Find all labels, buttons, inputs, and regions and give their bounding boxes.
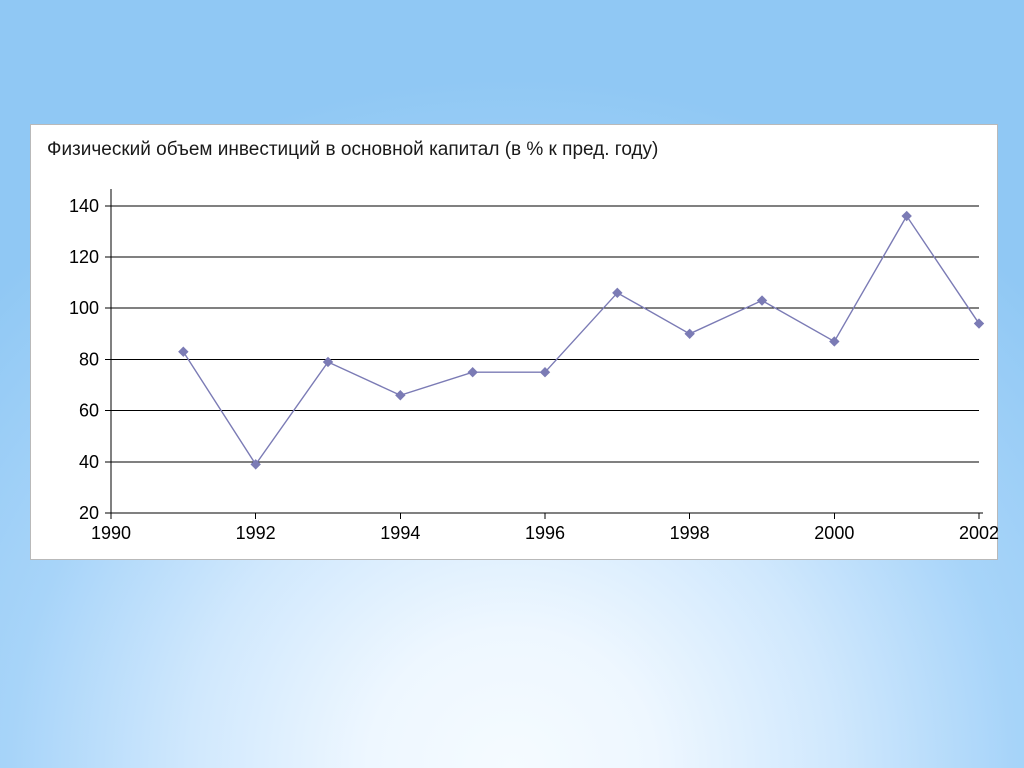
x-tick-label: 1996	[525, 523, 565, 543]
data-marker	[324, 357, 333, 366]
data-marker	[902, 212, 911, 221]
data-marker	[975, 319, 984, 328]
y-tick-label: 80	[79, 349, 99, 369]
y-tick-label: 20	[79, 503, 99, 523]
data-marker	[179, 347, 188, 356]
x-tick-label: 2002	[959, 523, 999, 543]
y-tick-label: 100	[69, 298, 99, 318]
y-tick-label: 60	[79, 401, 99, 421]
x-tick-label: 2000	[814, 523, 854, 543]
chart-card: Физический объем инвестиций в основной к…	[30, 124, 998, 560]
data-marker	[830, 337, 839, 346]
data-marker	[468, 368, 477, 377]
y-tick-label: 120	[69, 247, 99, 267]
x-tick-label: 1992	[236, 523, 276, 543]
chart-plot: 20 40 60 80 100 120 140 1990 1992 1994 1996 1998 200…	[31, 125, 999, 561]
slide-background: Физический объем инвестиций в основной к…	[0, 0, 1024, 768]
x-tick-label: 1990	[91, 523, 131, 543]
x-tick-label: 1998	[670, 523, 710, 543]
data-marker	[396, 391, 405, 400]
data-marker	[251, 460, 260, 469]
y-tick-label: 140	[69, 196, 99, 216]
x-tick-label: 1994	[380, 523, 420, 543]
data-marker	[685, 329, 694, 338]
data-marker	[758, 296, 767, 305]
y-tick-label: 40	[79, 452, 99, 472]
data-line	[183, 216, 979, 464]
